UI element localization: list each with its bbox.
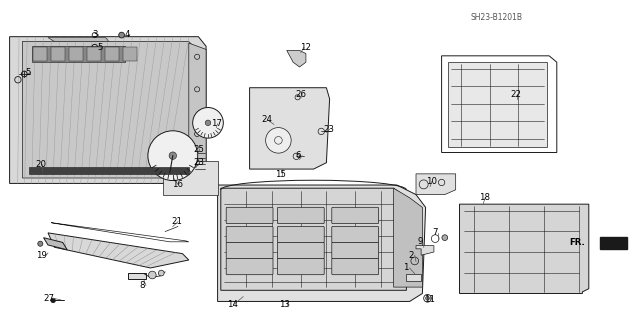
Text: 5: 5	[26, 68, 31, 77]
Text: 13: 13	[279, 300, 290, 309]
Polygon shape	[394, 188, 422, 287]
Circle shape	[266, 128, 291, 153]
Text: 24: 24	[261, 115, 272, 124]
Polygon shape	[51, 47, 65, 61]
Polygon shape	[69, 47, 83, 61]
Text: 4: 4	[125, 30, 131, 39]
Text: 9: 9	[418, 237, 423, 246]
Circle shape	[148, 271, 156, 279]
Polygon shape	[218, 185, 426, 301]
Text: 25: 25	[193, 145, 204, 154]
Text: 11: 11	[424, 295, 435, 304]
FancyBboxPatch shape	[277, 226, 324, 243]
Circle shape	[148, 131, 198, 181]
Polygon shape	[416, 246, 434, 255]
Text: 3: 3	[93, 30, 99, 39]
Circle shape	[159, 270, 164, 276]
Circle shape	[193, 108, 223, 138]
Text: 12: 12	[300, 43, 310, 52]
Polygon shape	[10, 37, 206, 183]
Text: 2: 2	[408, 251, 414, 260]
Polygon shape	[29, 167, 189, 174]
Polygon shape	[600, 237, 627, 249]
Polygon shape	[448, 62, 547, 147]
Text: 19: 19	[36, 251, 47, 260]
Polygon shape	[33, 47, 47, 61]
FancyBboxPatch shape	[332, 242, 379, 259]
Text: 23: 23	[323, 125, 334, 134]
Text: 15: 15	[275, 170, 286, 179]
Polygon shape	[44, 238, 67, 250]
FancyBboxPatch shape	[226, 242, 273, 259]
Polygon shape	[460, 204, 589, 293]
Text: 27: 27	[44, 294, 54, 303]
FancyBboxPatch shape	[332, 258, 379, 275]
Text: 26: 26	[296, 90, 307, 99]
FancyBboxPatch shape	[226, 258, 273, 275]
Circle shape	[426, 296, 429, 300]
Text: 18: 18	[479, 193, 490, 202]
Polygon shape	[123, 47, 137, 61]
Text: 10: 10	[426, 177, 436, 186]
Polygon shape	[22, 41, 197, 182]
Polygon shape	[406, 274, 421, 281]
FancyBboxPatch shape	[277, 242, 324, 259]
Polygon shape	[48, 233, 189, 268]
Text: 5: 5	[97, 43, 103, 52]
Text: 7: 7	[432, 228, 438, 237]
FancyBboxPatch shape	[226, 226, 273, 243]
Circle shape	[119, 32, 124, 38]
Text: SH23-B1201B: SH23-B1201B	[470, 13, 522, 22]
Polygon shape	[87, 47, 101, 61]
FancyBboxPatch shape	[277, 258, 324, 275]
Circle shape	[442, 235, 447, 241]
Text: 16: 16	[172, 180, 182, 189]
Text: 17: 17	[211, 119, 222, 128]
Polygon shape	[48, 38, 109, 41]
Polygon shape	[287, 50, 306, 67]
FancyBboxPatch shape	[226, 207, 273, 224]
Polygon shape	[32, 46, 125, 62]
Polygon shape	[105, 47, 119, 61]
Text: 22: 22	[511, 90, 522, 99]
Polygon shape	[250, 88, 330, 169]
Circle shape	[169, 152, 177, 160]
Polygon shape	[221, 188, 406, 290]
Text: 1: 1	[403, 263, 409, 272]
Polygon shape	[189, 43, 206, 172]
Text: 23: 23	[193, 158, 204, 167]
Text: 14: 14	[227, 300, 238, 309]
Text: FR.: FR.	[570, 238, 586, 247]
Circle shape	[205, 120, 211, 126]
Polygon shape	[128, 273, 146, 279]
Text: 21: 21	[172, 217, 182, 226]
FancyBboxPatch shape	[332, 226, 379, 243]
Circle shape	[38, 241, 43, 246]
Bar	[163, 161, 218, 195]
FancyBboxPatch shape	[332, 207, 379, 224]
Text: 20: 20	[35, 160, 46, 169]
Text: 8: 8	[140, 281, 145, 290]
Circle shape	[51, 298, 55, 303]
Text: 6: 6	[296, 151, 301, 160]
FancyBboxPatch shape	[277, 207, 324, 224]
Polygon shape	[416, 174, 456, 195]
